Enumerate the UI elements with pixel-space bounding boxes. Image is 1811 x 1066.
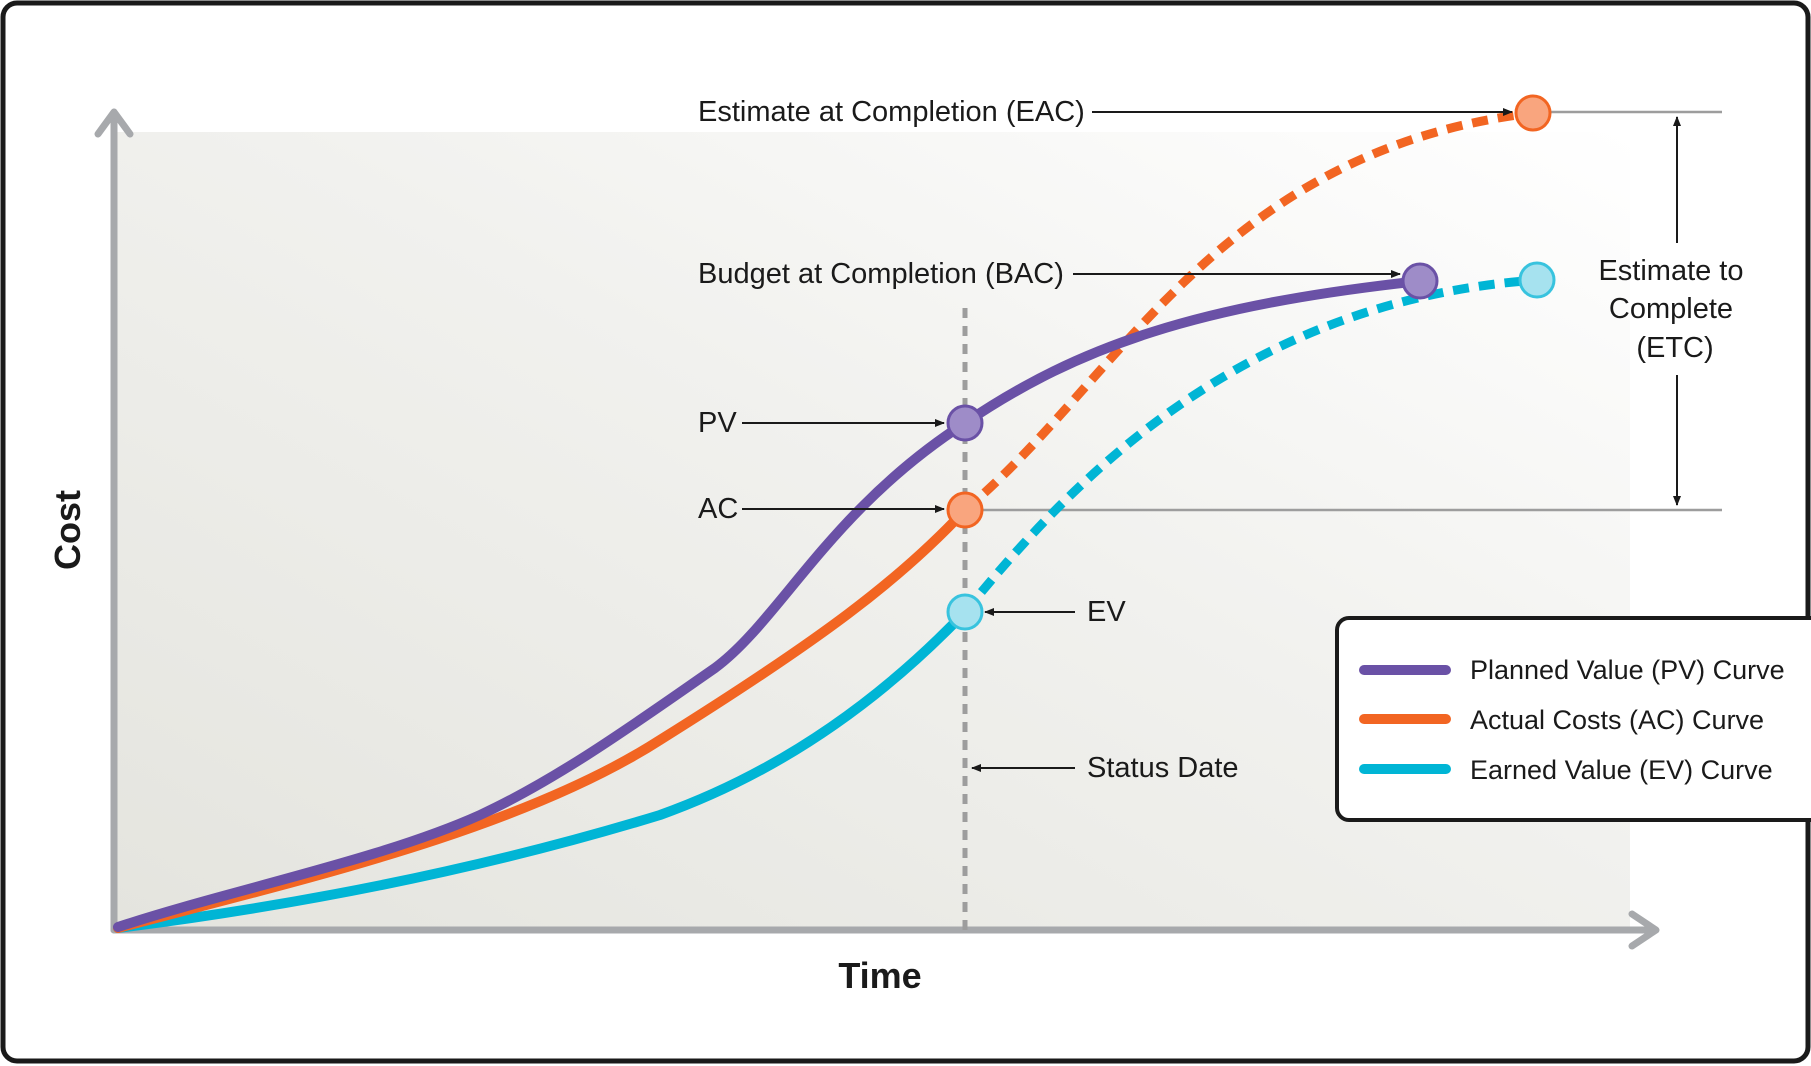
y-axis-arrow xyxy=(94,108,134,138)
pv-curve-solid xyxy=(113,418,970,932)
ev-marker xyxy=(946,593,984,631)
eac-label: Estimate at Completion (EAC) xyxy=(698,96,1085,128)
pv-curve-late xyxy=(960,276,1425,428)
ac-curve-forecast xyxy=(962,108,1534,514)
legend: Planned Value (PV) Curve Actual Costs (A… xyxy=(1335,616,1811,822)
ev-end-marker xyxy=(1518,261,1556,299)
legend-label-ev: Earned Value (EV) Curve xyxy=(1470,755,1773,785)
eac-marker xyxy=(1514,94,1552,132)
etc-label: Estimate to Complete (ETC) xyxy=(1598,255,1751,364)
ev-curve-forecast xyxy=(961,275,1538,615)
etc-label-line-1: Estimate to xyxy=(1598,255,1743,287)
y-axis-title: Cost xyxy=(47,490,88,570)
axes xyxy=(94,108,1660,950)
legend-box xyxy=(1335,616,1811,822)
ac-marker xyxy=(946,491,984,529)
bac-label: Budget at Completion (BAC) xyxy=(698,258,1064,290)
bac-marker xyxy=(1401,262,1439,300)
etc-label-line-2: Complete xyxy=(1609,293,1733,325)
ev-label: EV xyxy=(1087,596,1126,628)
pv-marker xyxy=(946,404,984,442)
x-axis-title: Time xyxy=(838,955,921,996)
status-date-label: Status Date xyxy=(1087,752,1239,784)
legend-label-pv: Planned Value (PV) Curve xyxy=(1470,655,1785,685)
ac-label: AC xyxy=(698,493,738,525)
etc-label-line-3: (ETC) xyxy=(1636,332,1713,364)
ev-curve-solid xyxy=(113,607,970,933)
pv-label: PV xyxy=(698,407,737,439)
x-axis-arrow xyxy=(1628,910,1660,950)
legend-label-ac: Actual Costs (AC) Curve xyxy=(1470,705,1764,735)
